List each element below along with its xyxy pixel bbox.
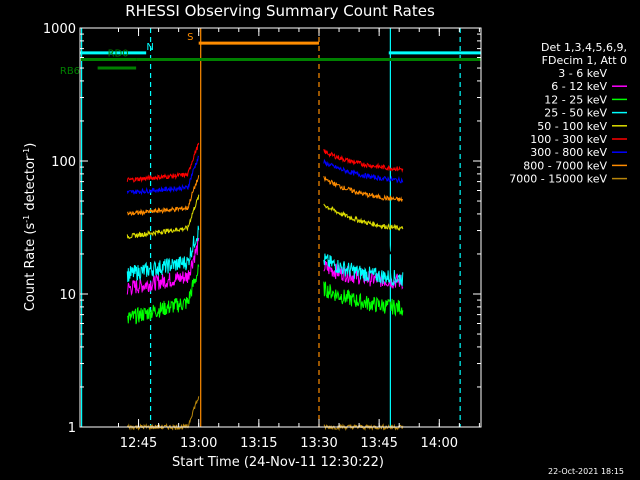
y-tick-label-3: 1000 bbox=[43, 22, 76, 37]
plot-area: N S RD0 RB6 bbox=[60, 28, 481, 432]
legend-entry-6: 300 - 800 keV bbox=[530, 146, 607, 159]
legend-entry-2: 12 - 25 keV bbox=[544, 93, 607, 106]
series-line-6-segment-1 bbox=[126, 155, 200, 196]
legend-entry-1: 6 - 12 keV bbox=[551, 80, 607, 93]
x-tick-label-5: 14:00 bbox=[421, 436, 458, 451]
y-axis-label: Count Rate (s-1 detector-1) bbox=[22, 143, 38, 312]
legend: Det 1,3,4,5,6,9, FDecim 1, Att 0 3 - 6 k… bbox=[509, 41, 627, 186]
series-line-4-segment-1 bbox=[126, 194, 200, 240]
x-axis-label: Start Time (24-Nov-11 12:30:22) bbox=[172, 455, 384, 470]
x-tick-label-1: 13:00 bbox=[180, 436, 217, 451]
legend-entry-8: 7000 - 15000 keV bbox=[509, 173, 607, 186]
series-line-8-segment-1 bbox=[126, 396, 200, 431]
x-tick-label-4: 13:45 bbox=[360, 436, 397, 451]
series-line-7-segment-2 bbox=[323, 175, 403, 202]
chart-title: RHESSI Observing Summary Count Rates bbox=[125, 2, 435, 20]
series-line-3-segment-2 bbox=[323, 253, 404, 287]
flag-label-n: N bbox=[146, 42, 153, 53]
legend-header-line1: Det 1,3,4,5,6,9, bbox=[541, 41, 627, 54]
series-line-5-segment-2 bbox=[323, 148, 404, 173]
legend-header-line2: FDecim 1, Att 0 bbox=[542, 54, 627, 67]
series-line-1-segment-1 bbox=[126, 237, 200, 296]
series-line-3-segment-1 bbox=[126, 225, 200, 283]
series-line-6-segment-2 bbox=[323, 158, 404, 184]
legend-entry-4: 50 - 100 keV bbox=[537, 120, 607, 133]
legend-entry-3: 25 - 50 keV bbox=[544, 107, 607, 120]
legend-entry-7: 800 - 7000 keV bbox=[523, 159, 607, 172]
legend-entry-0: 3 - 6 keV bbox=[558, 67, 607, 80]
flag-label-rb6: RB6 bbox=[60, 66, 80, 77]
axes: 12:45 13:00 13:15 13:30 13:45 14:00 1 10 100 1000 bbox=[43, 22, 481, 451]
flag-label-s: S bbox=[187, 32, 193, 43]
footer-timestamp: 22-Oct-2021 18:15 bbox=[548, 467, 624, 476]
x-tick-label-2: 13:15 bbox=[240, 436, 277, 451]
x-tick-label-0: 12:45 bbox=[120, 436, 157, 451]
series-line-2-segment-2 bbox=[323, 281, 404, 317]
y-tick-label-1: 10 bbox=[59, 288, 76, 303]
legend-entry-5: 100 - 300 keV bbox=[530, 133, 607, 146]
series-line-5-segment-1 bbox=[126, 142, 200, 183]
plot-frame bbox=[79, 27, 482, 428]
x-tick-label-3: 13:30 bbox=[300, 436, 337, 451]
series-line-7-segment-1 bbox=[126, 175, 200, 217]
series-line-0-segment-2 bbox=[323, 183, 403, 258]
series-line-4-segment-2 bbox=[323, 203, 404, 231]
flag-label-rd0: RD0 bbox=[108, 48, 129, 59]
y-tick-label-0: 1 bbox=[68, 421, 76, 436]
series-line-2-segment-1 bbox=[126, 264, 200, 325]
y-tick-label-2: 100 bbox=[51, 155, 76, 170]
